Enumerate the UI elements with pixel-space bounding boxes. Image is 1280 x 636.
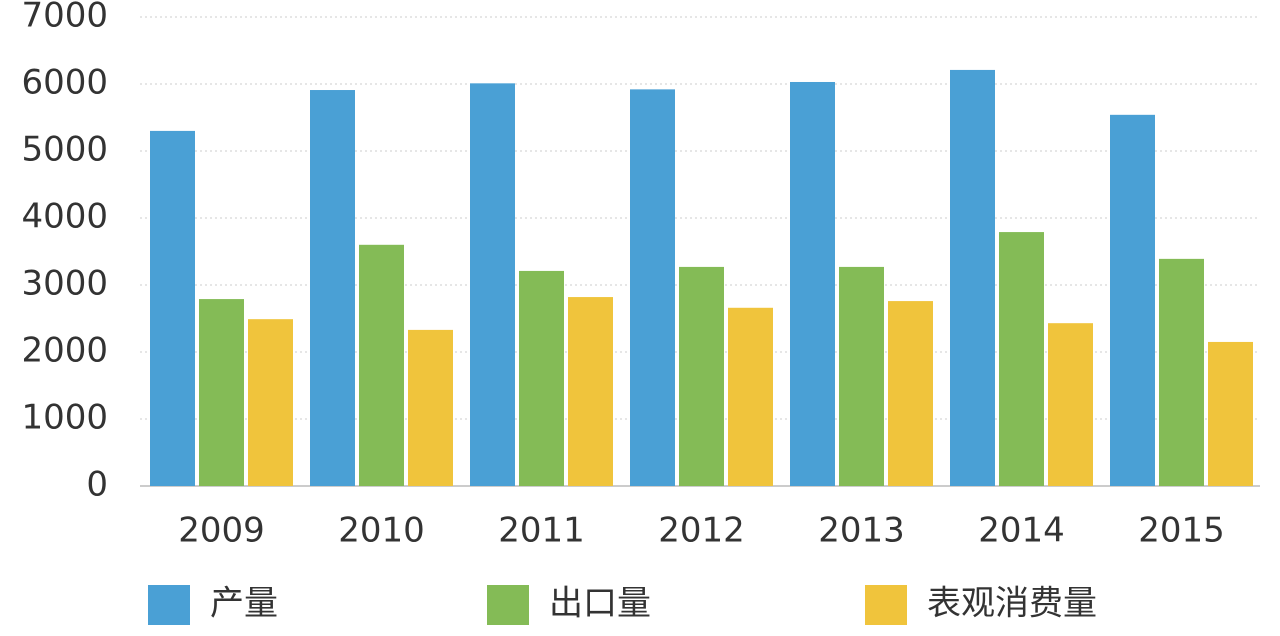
- bar: [1110, 114, 1155, 486]
- y-tick-label: 6000: [21, 63, 108, 103]
- x-tick-label: 2014: [978, 511, 1065, 551]
- legend-swatch: [865, 585, 907, 625]
- x-tick-label: 2012: [658, 511, 745, 551]
- bar: [199, 299, 244, 486]
- bar: [310, 90, 355, 486]
- legend-label: 表观消费量: [927, 584, 1097, 624]
- bar: [790, 81, 835, 487]
- y-tick-label: 5000: [21, 130, 108, 170]
- bar: [999, 232, 1044, 486]
- bar: [248, 319, 293, 486]
- bar: [568, 297, 613, 486]
- x-tick-label: 2009: [178, 511, 265, 551]
- bar: [950, 69, 995, 487]
- bar: [679, 266, 724, 486]
- bar: [150, 130, 195, 486]
- legend-label: 产量: [210, 584, 278, 624]
- x-tick-label: 2010: [338, 511, 425, 551]
- bar: [359, 244, 404, 486]
- bar: [728, 307, 773, 486]
- legend-label: 出口量: [549, 584, 651, 624]
- bar: [408, 329, 453, 486]
- y-tick-label: 7000: [21, 0, 108, 36]
- bar: [888, 301, 933, 486]
- bar: [1048, 323, 1093, 486]
- bar: [519, 270, 564, 486]
- bar: [1159, 258, 1204, 486]
- x-tick-label: 2013: [818, 511, 905, 551]
- y-tick-label: 3000: [21, 264, 108, 304]
- x-tick-label: 2011: [498, 511, 585, 551]
- x-tick-label: 2015: [1138, 511, 1225, 551]
- legend-swatch: [487, 585, 529, 625]
- y-tick-label: 4000: [21, 197, 108, 237]
- bar: [470, 83, 515, 486]
- bar: [630, 89, 675, 487]
- bar: [839, 266, 884, 486]
- y-tick-label: 0: [86, 465, 108, 505]
- y-tick-label: 1000: [21, 398, 108, 438]
- y-tick-label: 2000: [21, 331, 108, 371]
- legend-swatch: [148, 585, 190, 625]
- bar: [1208, 341, 1253, 486]
